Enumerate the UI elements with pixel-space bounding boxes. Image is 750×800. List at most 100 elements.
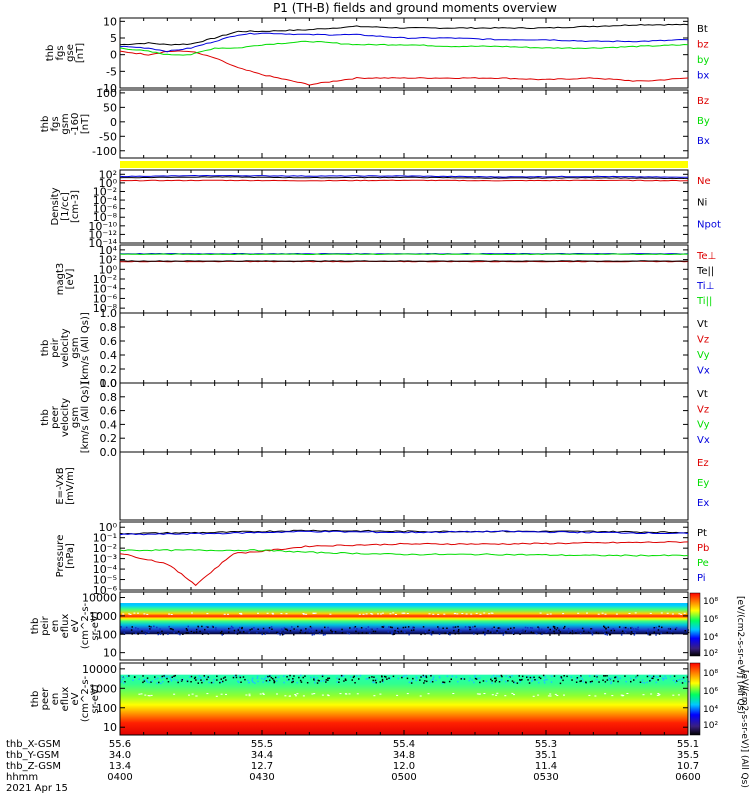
legend-Bx: Bx: [697, 136, 710, 147]
ytick-label: 10⁻¹²: [88, 228, 117, 241]
time-row-value: 0500: [391, 772, 416, 783]
heatmap-band: [120, 603, 688, 635]
heatmap-speckle: [120, 612, 690, 636]
time-row-value: 0430: [249, 772, 274, 783]
panel-efield: E=-VxB [mV/m] Ez Ey Ex: [55, 451, 709, 521]
colorbar-tick: 10⁸: [703, 669, 718, 679]
legend-Vy: Vy: [697, 420, 710, 431]
colorbar-tick: 10⁶: [703, 687, 718, 697]
ylabel-line: gse: [65, 44, 76, 62]
ylabel-line: [km/s (All Qs)]: [80, 382, 91, 454]
ytick-label: 100: [96, 628, 117, 641]
time-row-value: 0400: [107, 772, 132, 783]
ylabel-line: eV: [70, 692, 81, 705]
panel-frame: [119, 382, 689, 453]
series-Ni: [119, 176, 689, 180]
colorbar-lower: [689, 662, 701, 736]
ylabel-line: en: [50, 693, 61, 706]
ytick-label: 10²: [99, 254, 117, 267]
legend-Bt: Bt: [697, 24, 708, 35]
heatmap-speckle: [120, 674, 690, 697]
ylabel-line: [mV/m]: [65, 467, 76, 505]
ytick-label: 0.4: [100, 418, 118, 431]
legend-Vt: Vt: [697, 389, 708, 400]
panel-peer_en: 10000 1000 100 10 thb peer en eflux eV (cm^2-s-sr…: [30, 662, 690, 736]
time-row-value: 11.4: [535, 761, 557, 772]
series-bz: [119, 50, 689, 86]
ytick-label: 0.6: [100, 405, 118, 418]
legend-Te||: Te||: [696, 266, 714, 277]
ylabel-line: E=-VxB: [55, 467, 66, 504]
ylabel-line: fgs: [55, 45, 66, 60]
time-row-value: 34.8: [393, 750, 415, 761]
legend-by: by: [697, 55, 709, 66]
ylabel-line: [1/cc]: [60, 192, 71, 221]
ylabel-line: peir: [50, 337, 61, 357]
ytick-label: 100: [96, 87, 117, 100]
panel-peir_en: 10000 1000 100 10 thb peir en eflux eV (cm^2-s-sr…: [30, 591, 690, 661]
colorbar-tick: 10⁶: [703, 615, 718, 625]
ytick-label: 0.0: [100, 446, 118, 459]
legend-Ex: Ex: [697, 498, 709, 509]
time-row-value: 0530: [533, 772, 558, 783]
ytick-label: 10⁻⁵: [93, 574, 117, 587]
ytick-label: 0: [110, 49, 117, 62]
ylabel-line: velocity: [60, 398, 71, 437]
panel-frame: [119, 451, 689, 521]
ylabel-line: Density: [50, 187, 61, 225]
ytick-label: 10⁻⁶: [93, 292, 118, 305]
ytick-label: 10⁰: [99, 521, 118, 534]
colorbar-tick: 10²: [703, 721, 718, 731]
ylabel-line: [nT]: [80, 114, 91, 134]
ytick-label: 0: [110, 116, 117, 129]
ytick-label: 0.8: [100, 321, 118, 334]
ytick-label: 10⁰: [99, 263, 118, 276]
series-Pt: [119, 529, 689, 535]
legend-Vt: Vt: [697, 319, 708, 330]
ylabel-line: magt3: [55, 263, 66, 296]
ylabel-line: [nPa]: [65, 543, 76, 569]
series-Pe: [119, 549, 689, 557]
ytick-label: 100: [96, 702, 117, 715]
ytick-label: 0.2: [100, 363, 118, 376]
panel-frame: [119, 312, 689, 384]
time-row-value: 55.6: [109, 739, 131, 750]
legend-Pe: Pe: [697, 558, 709, 569]
legend-Te⊥: Te⊥: [696, 251, 716, 262]
ytick-label: 10⁻⁶: [93, 584, 118, 597]
ytick-label: 10000: [82, 663, 117, 676]
ylabel-line: velocity: [60, 328, 71, 367]
ytick-label: 10⁻⁴: [93, 563, 118, 576]
ylabel-line: peer: [40, 687, 51, 711]
series-Ne: [119, 179, 689, 182]
time-row-value: 34.4: [251, 750, 273, 761]
legend-bx: bx: [697, 71, 709, 82]
ytick-label: 1000: [89, 610, 117, 623]
series-Te||: [120, 260, 689, 262]
ylabel-line: thb: [40, 116, 51, 133]
ylabel-line: [km/s (All Qs)]: [80, 312, 91, 384]
ytick-label: 10⁻¹⁰: [88, 220, 117, 233]
ytick-label: -10: [99, 82, 117, 95]
time-row-label: thb_X-GSM: [6, 739, 61, 750]
ytick-label: 0.0: [100, 377, 118, 390]
ytick-label: 10⁴: [99, 244, 118, 257]
series-Npot: [119, 174, 688, 178]
time-row-value: 55.3: [535, 739, 557, 750]
time-row-value: 10.7: [677, 761, 699, 772]
panel-frame: [119, 244, 689, 314]
ytick-label: 10⁻²: [93, 185, 117, 198]
ytick-label: 50: [103, 101, 117, 114]
ytick-label: 10⁻⁶: [93, 203, 118, 216]
ylabel-line: eflux: [60, 614, 71, 639]
ylabel-line: [nT]: [75, 43, 86, 63]
ytick-label: 10⁻³: [93, 553, 117, 566]
legend-Bz: Bz: [697, 96, 709, 107]
ytick-label: 1.0: [100, 377, 118, 390]
ytick-label: -5: [106, 65, 117, 78]
